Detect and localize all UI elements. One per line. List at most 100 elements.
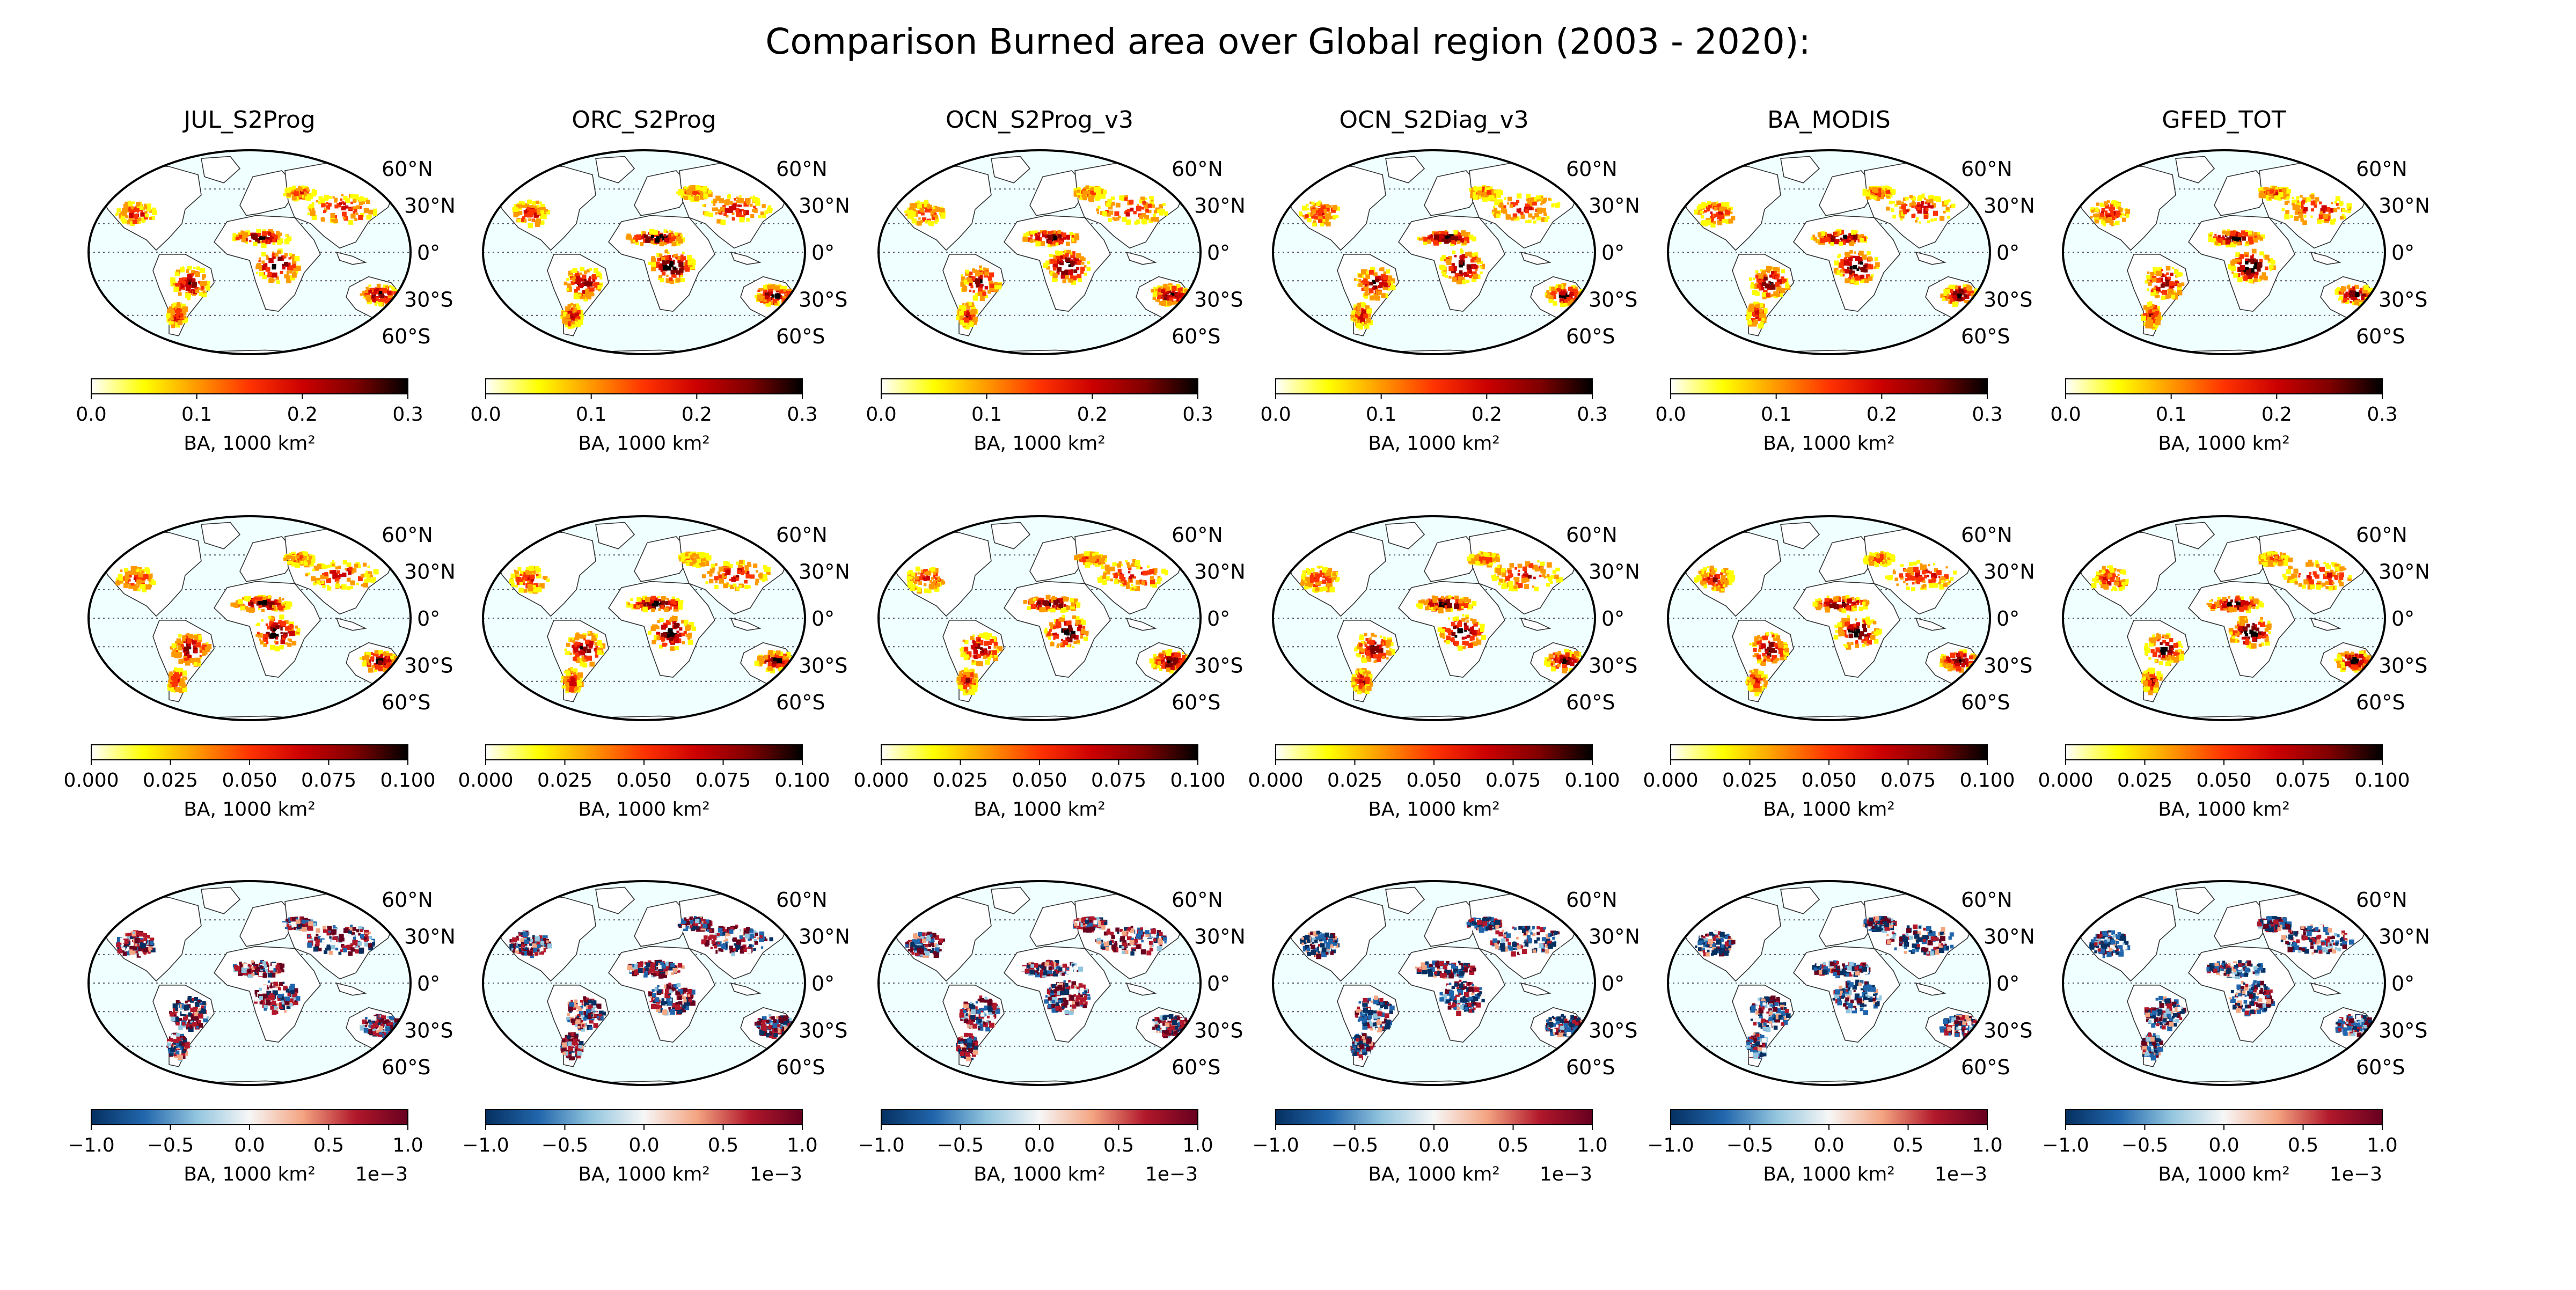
colorbar-tick-label: 0.0 (76, 404, 106, 426)
colorbar-offset-label: 1e−3 (1145, 1163, 1198, 1185)
latitude-label: 30°N (404, 560, 456, 584)
latitude-label: 30°S (1984, 654, 2032, 677)
latitude-label: 30°S (1589, 654, 1637, 677)
latitude-label: 60°N (776, 888, 828, 912)
colorbar-tick-label: 0.075 (696, 769, 751, 791)
colorbar-tick-label: 1.0 (2367, 1134, 2397, 1156)
column-title: JUL_S2Prog (182, 106, 315, 134)
colorbar-label: BA, 1000 km² (974, 1163, 1106, 1185)
colorbar-tick-label: 0.0 (1813, 1134, 1844, 1156)
colorbar-tick-label: 0.050 (1012, 769, 1067, 791)
colorbar-tick-label: −1.0 (858, 1134, 904, 1156)
colorbar-tick-label: 0.075 (1485, 769, 1541, 791)
latitude-label: 30°N (2379, 194, 2430, 218)
colorbar-tick-label: 0.100 (774, 769, 830, 791)
latitude-label: 30°S (1589, 288, 1637, 311)
latitude-label: 60°N (776, 523, 828, 547)
latitude-label: 0° (1996, 972, 2019, 995)
latitude-label: 60°N (2356, 523, 2407, 547)
colorbar-label: BA, 1000 km² (1368, 798, 1500, 820)
colorbar-offset-label: 1e−3 (355, 1163, 408, 1185)
colorbar (486, 379, 802, 394)
latitude-label: 0° (811, 241, 835, 265)
colorbar (1276, 1110, 1592, 1125)
latitude-label: 60°S (776, 691, 825, 714)
colorbar-tick-label: 0.025 (143, 769, 198, 791)
colorbar-tick-label: 0.100 (1564, 769, 1620, 791)
latitude-label: 60°S (1961, 325, 2010, 348)
colorbar-tick-label: 0.000 (1643, 769, 1698, 791)
colorbar (486, 1110, 802, 1125)
latitude-label: 60°N (382, 888, 433, 912)
colorbar-label: BA, 1000 km² (184, 1163, 316, 1185)
colorbar-tick-label: 0.000 (2038, 769, 2093, 791)
colorbar (91, 379, 408, 394)
colorbar-tick-label: 1.0 (1577, 1134, 1607, 1156)
colorbar-tick-label: 1.0 (1182, 1134, 1213, 1156)
colorbar-tick-label: 0.050 (222, 769, 277, 791)
colorbar-tick-label: 0.025 (1722, 769, 1777, 791)
colorbar-tick-label: 0.000 (1248, 769, 1303, 791)
colorbar-tick-label: 0.3 (787, 404, 817, 426)
colorbar (91, 745, 408, 760)
latitude-label: 30°S (404, 654, 453, 677)
latitude-label: 60°N (1172, 157, 1223, 181)
colorbar-label: BA, 1000 km² (1763, 433, 1895, 455)
colorbar-label: BA, 1000 km² (578, 1163, 710, 1185)
latitude-label: 60°N (2356, 157, 2407, 181)
latitude-label: 60°S (1961, 1056, 2010, 1079)
colorbar-tick-label: 0.3 (1182, 404, 1213, 426)
latitude-label: 60°S (1172, 325, 1220, 348)
latitude-label: 30°N (1984, 925, 2035, 949)
latitude-label: 60°S (382, 1056, 430, 1079)
colorbar-label: BA, 1000 km² (2158, 798, 2290, 820)
colorbar-tick-label: 0.000 (458, 769, 513, 791)
colorbar-tick-label: −1.0 (2042, 1134, 2089, 1156)
colorbar-tick-label: 0.100 (380, 769, 435, 791)
colorbar-tick-label: 0.100 (1170, 769, 1225, 791)
colorbar-tick-label: −0.5 (541, 1134, 588, 1156)
colorbar-tick-label: 0.1 (576, 404, 606, 426)
colorbar-tick-label: −0.5 (2121, 1134, 2168, 1156)
colorbar-tick-label: 0.0 (628, 1134, 659, 1156)
colorbar-tick-label: −1.0 (1647, 1134, 1694, 1156)
colorbar-tick-label: 0.050 (1801, 769, 1856, 791)
colorbar-tick-label: 0.2 (1472, 404, 1502, 426)
colorbar-tick-label: 0.025 (933, 769, 988, 791)
colorbar-tick-label: 0.2 (1867, 404, 1897, 426)
colorbar-tick-label: 1.0 (787, 1134, 817, 1156)
latitude-label: 0° (1601, 607, 1624, 631)
column-title: ORC_S2Prog (572, 106, 716, 134)
latitude-label: 30°S (2379, 288, 2427, 311)
latitude-label: 30°S (1984, 288, 2032, 311)
colorbar-tick-label: 0.0 (1024, 1134, 1055, 1156)
colorbar-tick-label: 0.025 (2117, 769, 2172, 791)
colorbar-tick-label: 0.5 (1893, 1134, 1923, 1156)
latitude-label: 60°N (1961, 523, 2012, 547)
latitude-label: 60°N (1566, 157, 1618, 181)
colorbar-tick-label: 0.050 (616, 769, 671, 791)
colorbar-tick-label: 0.0 (234, 1134, 265, 1156)
colorbar-tick-label: 0.075 (301, 769, 356, 791)
colorbar (881, 745, 1198, 760)
colorbar-label: BA, 1000 km² (974, 798, 1106, 820)
latitude-label: 30°S (1984, 1018, 2032, 1042)
colorbar-tick-label: 0.100 (2354, 769, 2410, 791)
latitude-label: 60°S (1566, 691, 1615, 714)
colorbar (1276, 379, 1592, 394)
latitude-label: 30°S (799, 1018, 847, 1042)
latitude-label: 60°N (1172, 888, 1223, 912)
latitude-label: 30°N (1194, 925, 1246, 949)
latitude-label: 60°N (776, 157, 828, 181)
latitude-label: 30°N (799, 560, 850, 584)
colorbar-tick-label: 1.0 (392, 1134, 423, 1156)
colorbar-tick-label: 0.1 (2156, 404, 2186, 426)
latitude-label: 30°N (799, 194, 850, 218)
colorbar-tick-label: 0.5 (1498, 1134, 1528, 1156)
column-title: OCN_S2Prog_v3 (946, 106, 1133, 134)
